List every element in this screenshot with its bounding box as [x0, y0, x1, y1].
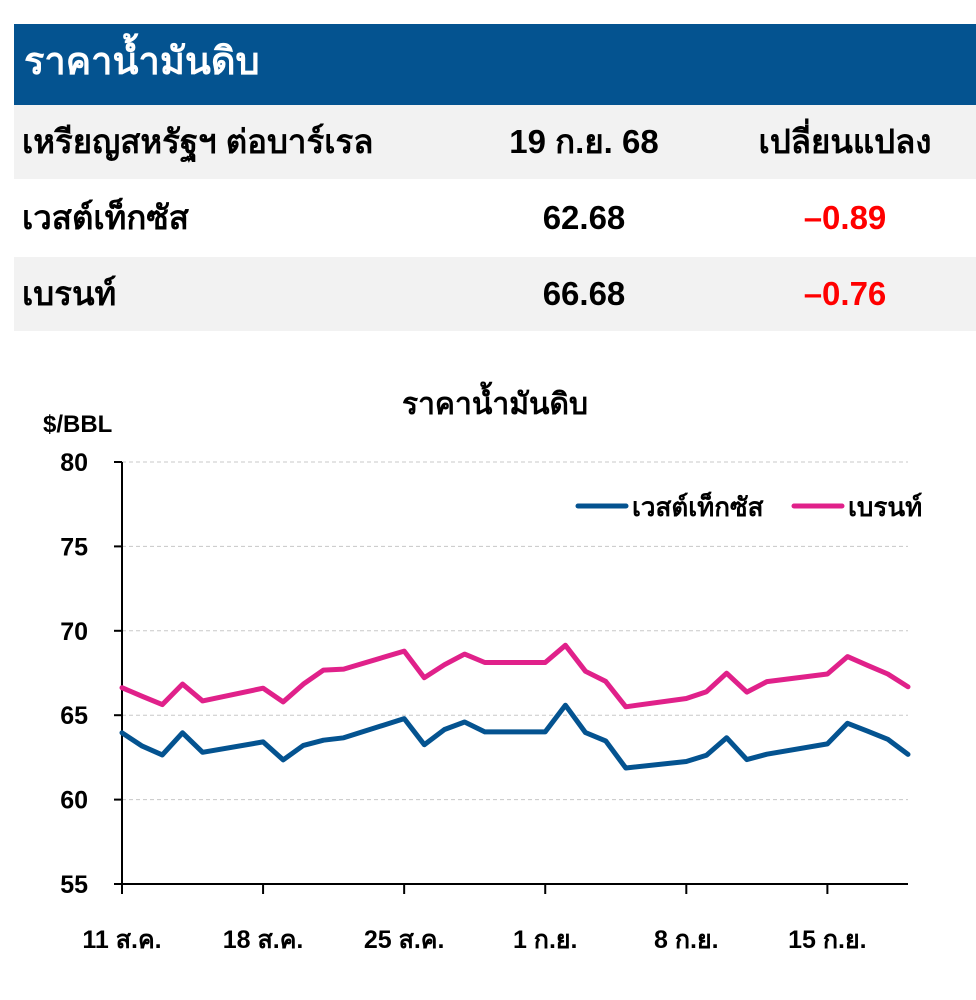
y-axis-label: $/BBL	[43, 411, 112, 438]
y-tick-label: 80	[60, 449, 88, 477]
x-tick-label: 18 ส.ค.	[223, 926, 304, 954]
y-tick-label: 65	[60, 702, 88, 730]
x-tick-label: 15 ก.ย.	[788, 926, 866, 954]
row-change-brent: –0.76	[803, 275, 887, 312]
legend-label-brent: เบรนท์	[848, 492, 922, 522]
row-name-wti: เวสต์เท็กซัส	[22, 199, 189, 236]
series-line-wti	[119, 702, 911, 771]
chart-title: ราคาน้ำมันดิบ	[402, 381, 588, 421]
y-tick-label: 55	[60, 871, 88, 899]
y-tick-label: 75	[60, 533, 88, 561]
series-line-brent	[119, 642, 911, 710]
row-change-wti: –0.89	[803, 199, 887, 236]
table-row: เวสต์เท็กซัส 62.68 –0.89	[14, 181, 976, 255]
y-tick-label: 70	[60, 618, 88, 646]
column-header-date: 19 ก.ย. 68	[509, 123, 659, 160]
header-bar: ราคาน้ำมันดิบ	[14, 24, 976, 105]
x-tick-label: 1 ก.ย.	[513, 926, 578, 954]
column-header-unit: เหรียญสหรัฐฯ ต่อบาร์เรล	[22, 123, 374, 160]
crude-oil-chart: ราคาน้ำมันดิบ $/BBL 55 60 65 70 75 80 11 ส.ค. 1…	[43, 381, 922, 954]
y-tick-label: 60	[60, 787, 88, 815]
row-price-wti: 62.68	[542, 199, 626, 236]
column-header-change: เปลี่ยนแปลง	[758, 123, 932, 160]
legend-label-wti: เวสต์เท็กซัส	[632, 491, 764, 522]
x-tick-label: 11 ส.ค.	[82, 926, 161, 954]
x-tick-label: 8 ก.ย.	[654, 926, 719, 954]
row-name-brent: เบรนท์	[22, 275, 117, 312]
row-price-brent: 66.68	[542, 275, 626, 312]
header-title: ราคาน้ำมันดิบ	[24, 41, 260, 83]
x-tick-label: 25 ส.ค.	[364, 926, 445, 954]
table-header-row: เหรียญสหรัฐฯ ต่อบาร์เรล 19 ก.ย. 68 เปลี่…	[14, 105, 976, 179]
chart-legend: เวสต์เท็กซัส เบรนท์	[575, 491, 922, 522]
table-row: เบรนท์ 66.68 –0.76	[14, 257, 976, 331]
